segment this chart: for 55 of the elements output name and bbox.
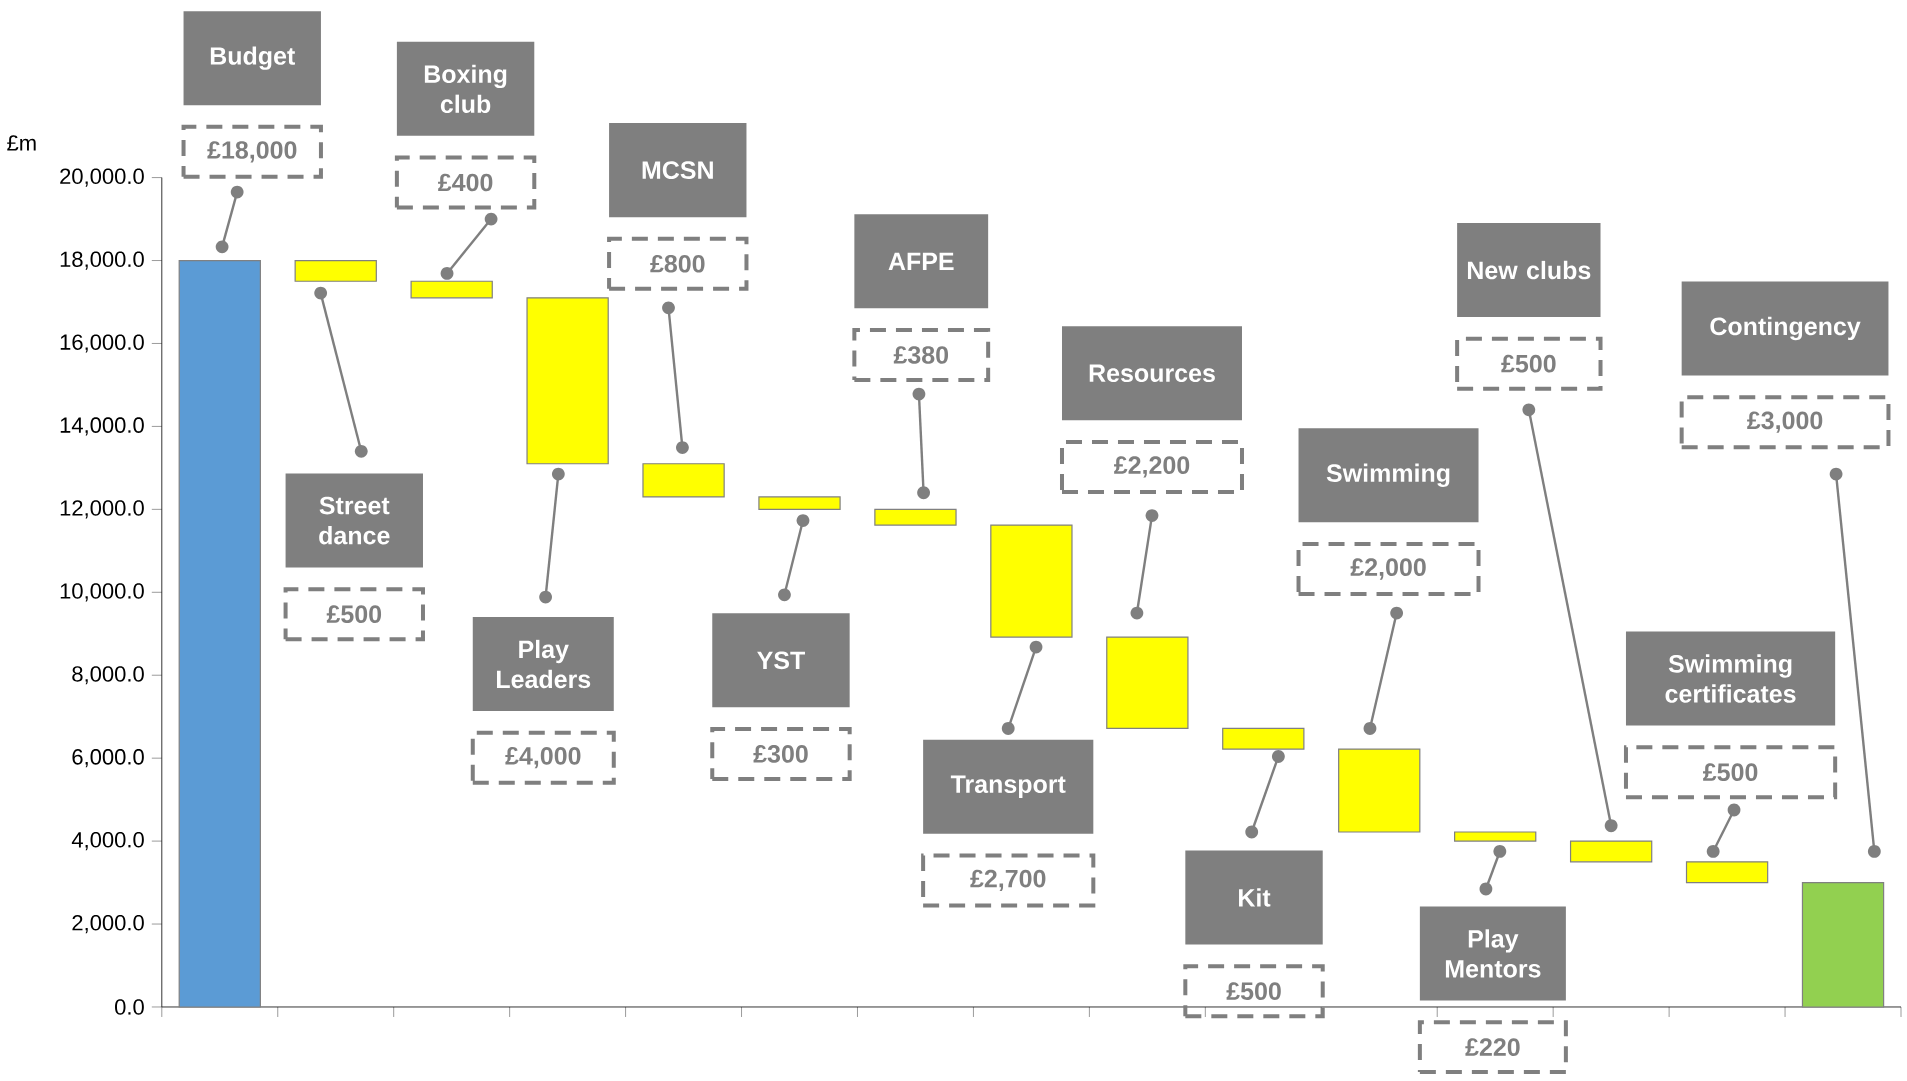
annotation: AFPE — [888, 252, 954, 270]
bar — [1801, 881, 1885, 1008]
annotation: Play Leaders — [496, 639, 591, 689]
y-tick-label: 16,000.0 — [60, 334, 144, 353]
annotation: Swimming — [1326, 463, 1450, 488]
annotation: £2,200 — [1114, 456, 1190, 478]
annotation: £500 — [326, 605, 382, 624]
text: £18,000 — [207, 141, 297, 163]
annotation: Swimming certificates — [1665, 654, 1796, 703]
annotation: Resources — [1089, 364, 1215, 383]
y-axis-title: £m — [7, 135, 36, 151]
annotation: £2,000 — [1350, 558, 1426, 580]
bar — [1685, 861, 1769, 884]
bar — [178, 259, 261, 1008]
annotation: Play Mentors — [1445, 929, 1541, 978]
y-tick-label: 8,000.0 — [72, 666, 144, 685]
text: Budget — [210, 46, 295, 70]
annotation: Contingency — [1710, 316, 1861, 341]
annotation: £4,000 — [505, 747, 581, 769]
y-tick-label: 14,000.0 — [60, 417, 144, 436]
bar — [990, 524, 1073, 638]
bar — [1454, 831, 1537, 842]
bar — [1106, 636, 1189, 729]
y-tick-label: 4,000.0 — [71, 832, 144, 851]
annotation: YST — [757, 651, 805, 670]
y-tick-label: 10,000.0 — [60, 583, 144, 602]
annotation: £800 — [650, 254, 705, 273]
annotation: £500 — [1501, 354, 1556, 373]
annotation: £3,000 — [1747, 411, 1823, 433]
bar — [526, 297, 609, 465]
annotation: Kit — [1239, 888, 1271, 907]
annotation: Transport — [950, 775, 1066, 798]
y-tick-label: 6,000.0 — [72, 749, 144, 768]
annotation: £500 — [1226, 982, 1281, 1000]
annotation: New clubs — [1467, 260, 1591, 280]
bar — [642, 463, 725, 498]
bar — [1338, 748, 1421, 833]
y-tick-label: 18,000.0 — [60, 251, 144, 270]
annotation: Street dance — [319, 496, 390, 545]
y-tick-label: 20,000.0 — [60, 168, 144, 187]
bar — [294, 259, 377, 282]
annotation: £400 — [438, 173, 493, 192]
y-tick-label: 2,000.0 — [72, 914, 144, 934]
y-tick-label: 12,000.0 — [60, 500, 144, 519]
text: £220 — [1465, 1038, 1520, 1056]
y-tick-label: 0.0 — [115, 999, 144, 1015]
annotation: £500 — [1703, 763, 1758, 782]
annotation: £380 — [893, 346, 949, 364]
annotation: MCSN — [642, 161, 713, 179]
annotation: £300 — [753, 745, 808, 763]
bar — [758, 496, 841, 510]
bar — [1569, 840, 1653, 863]
text: Boxing club — [424, 64, 507, 114]
annotation: £2,700 — [970, 869, 1046, 892]
bar — [874, 508, 957, 526]
